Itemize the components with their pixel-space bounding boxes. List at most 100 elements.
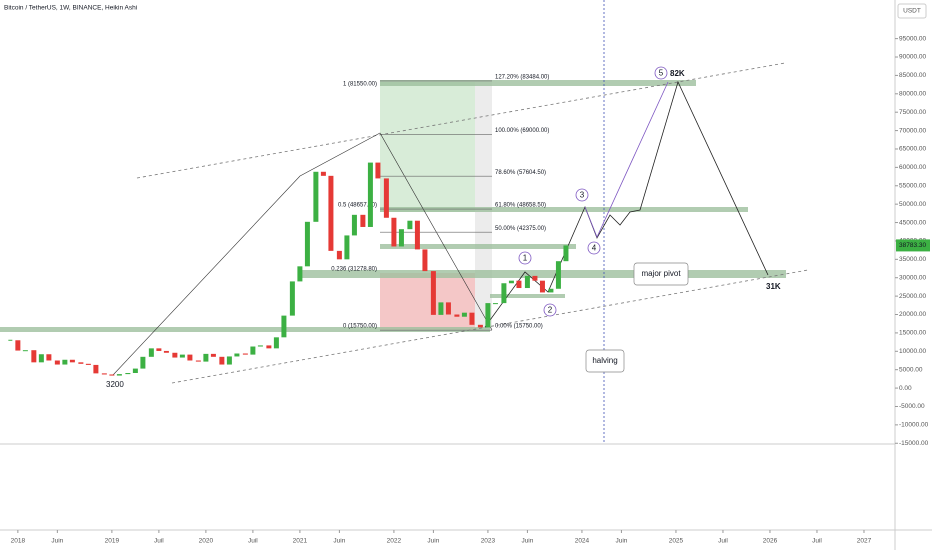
y-tick-label: 50000.00 [899, 201, 926, 208]
grey-column [475, 82, 492, 330]
zone [490, 294, 565, 298]
candle [360, 214, 366, 227]
last-price-box [896, 239, 930, 252]
annotation: halving [592, 356, 617, 365]
zone [380, 80, 696, 86]
x-tick-label: 2025 [669, 538, 684, 545]
candle [367, 162, 373, 227]
candle [461, 312, 467, 317]
candle [109, 374, 115, 376]
candle [148, 348, 154, 357]
candle [172, 352, 178, 358]
candle [398, 229, 404, 247]
y-tick-label: 70000.00 [899, 127, 926, 134]
candle [383, 178, 389, 218]
candle [477, 324, 483, 328]
candle [266, 345, 272, 349]
zone [0, 327, 490, 332]
projection-purple [584, 81, 669, 239]
candle [226, 356, 232, 365]
candle [140, 356, 146, 369]
candle [54, 360, 60, 365]
fib-label: 100.00% (69000.00) [495, 128, 549, 134]
fib-label: 1 (81550.00) [343, 82, 377, 88]
y-tick-label: 85000.00 [899, 72, 926, 79]
candle [250, 346, 256, 355]
wave-label: 2 [548, 306, 553, 315]
pivot-box [633, 262, 689, 286]
candle [563, 245, 569, 262]
y-tick-label: -10000.00 [899, 422, 929, 429]
candle [391, 217, 397, 247]
candle [485, 303, 491, 328]
x-tick-label: Juil [248, 538, 258, 545]
y-tick-label: 15000.00 [899, 330, 926, 337]
currency: USDT [903, 8, 921, 15]
x-tick-label: 2022 [387, 538, 402, 545]
x-tick-label: 2021 [293, 538, 308, 545]
annotation: 82K [670, 69, 685, 78]
candle [532, 275, 538, 281]
y-tick-label: 20000.00 [899, 311, 926, 318]
candle [539, 280, 545, 293]
candle [407, 220, 413, 230]
candle [328, 175, 334, 251]
x-tick-label: 2019 [105, 538, 120, 545]
x-tick-label: Juil [154, 538, 164, 545]
x-tick-label: 2024 [575, 538, 590, 545]
x-tick-label: 2020 [199, 538, 214, 545]
y-tick-label: -15000.00 [899, 440, 929, 447]
candle [445, 302, 451, 315]
x-tick-label: Juin [427, 538, 439, 545]
wave-circle [575, 188, 589, 202]
x-tick-label: Juin [615, 538, 627, 545]
candle [524, 275, 530, 289]
candle [116, 374, 122, 376]
candle [257, 345, 263, 347]
candle [219, 356, 225, 365]
y-tick-label: 60000.00 [899, 164, 926, 171]
fib-label: 0.5 (48657.00) [338, 203, 377, 209]
zone [380, 207, 748, 212]
candle [508, 280, 514, 284]
wave-label: 5 [659, 69, 664, 78]
y-tick-label: 45000.00 [899, 219, 926, 226]
candle [156, 348, 162, 351]
candle [375, 162, 381, 179]
y-tick-label: 65000.00 [899, 146, 926, 153]
x-tick-label: Juin [521, 538, 533, 545]
candle [46, 354, 52, 361]
candle [430, 271, 436, 315]
candle [69, 359, 75, 363]
wave-circle [543, 303, 557, 317]
candle [438, 302, 444, 315]
x-tick-label: Juil [812, 538, 822, 545]
candle [297, 266, 303, 282]
candle [179, 354, 185, 358]
candle [15, 340, 21, 351]
fib-label: 0 (15750.00) [343, 324, 377, 330]
last-price: 38783.30 [899, 242, 926, 249]
fib-label: 0.236 (31278.80) [331, 267, 377, 273]
candle [210, 353, 216, 357]
candle [501, 283, 507, 304]
candle [125, 373, 131, 375]
fib-label: 0.00% (15750.00) [495, 324, 543, 330]
candle [469, 312, 475, 325]
candle [163, 350, 169, 353]
y-tick-label: 25000.00 [899, 293, 926, 300]
wave-label: 3 [580, 191, 585, 200]
y-tick-label: 5000.00 [899, 366, 923, 373]
candle [548, 288, 554, 293]
y-tick-label: 0.00 [899, 385, 912, 392]
candle [414, 220, 420, 250]
zone [380, 244, 576, 249]
fib-label: 50.00% (42375.00) [495, 226, 546, 232]
zone [300, 270, 786, 278]
x-tick-label: Juin [333, 538, 345, 545]
currency-box [897, 3, 927, 19]
candle [336, 250, 342, 260]
wave-circle [587, 241, 601, 255]
y-tick-label: 95000.00 [899, 35, 926, 42]
